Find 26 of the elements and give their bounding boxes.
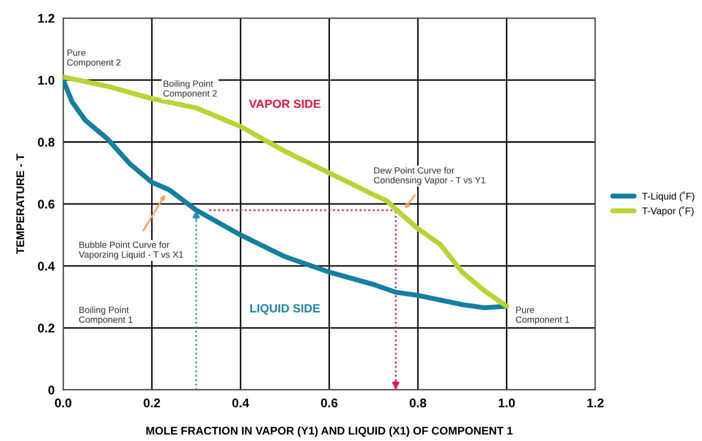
- y-tick-label: 0: [48, 386, 54, 394]
- annotation: Pure Component 1: [516, 306, 570, 325]
- legend-label: T-Liquid (˚F): [642, 192, 694, 202]
- y-tick-label: 1.0: [38, 76, 54, 85]
- legend-label: T-Vapor (˚F): [642, 206, 694, 216]
- x-tick-label: 1.2: [587, 398, 604, 408]
- x-tick-label: 0.2: [144, 398, 160, 408]
- y-axis-title: TEMPERATURE - T: [16, 154, 24, 254]
- x-tick-label: 1.0: [498, 398, 515, 408]
- y-tick-label: 0.4: [38, 262, 55, 271]
- y-tick-label: 1.2: [38, 14, 54, 23]
- annotation: VAPOR SIDE: [249, 100, 320, 108]
- y-tick-label: 0.6: [38, 200, 54, 209]
- x-tick-label: 0.8: [410, 398, 426, 408]
- annotation: LIQUID SIDE: [250, 304, 320, 315]
- y-tick-label: 0.8: [38, 138, 54, 147]
- annotation: Dew Point Curve for Condensing Vapor - T vs Y1: [374, 167, 486, 186]
- x-tick-label: 0.0: [54, 398, 72, 408]
- x-tick-label: 0.6: [321, 398, 338, 408]
- x-axis-title: MOLE FRACTION IN VAPOR (Y1) AND LIQUID (X1) OF COMPONENT 1: [146, 426, 513, 437]
- annotation: Boiling Point Component 1: [79, 306, 132, 325]
- annotation: Pure Component 2: [67, 50, 120, 68]
- annotation: Boiling Point Component 2: [163, 80, 217, 98]
- annotation: Bubble Point Curve for Vaporzing Liquid - T vs X1: [78, 241, 184, 260]
- x-tick-label: 0.4: [232, 398, 250, 408]
- y-tick-label: 0.2: [38, 324, 54, 333]
